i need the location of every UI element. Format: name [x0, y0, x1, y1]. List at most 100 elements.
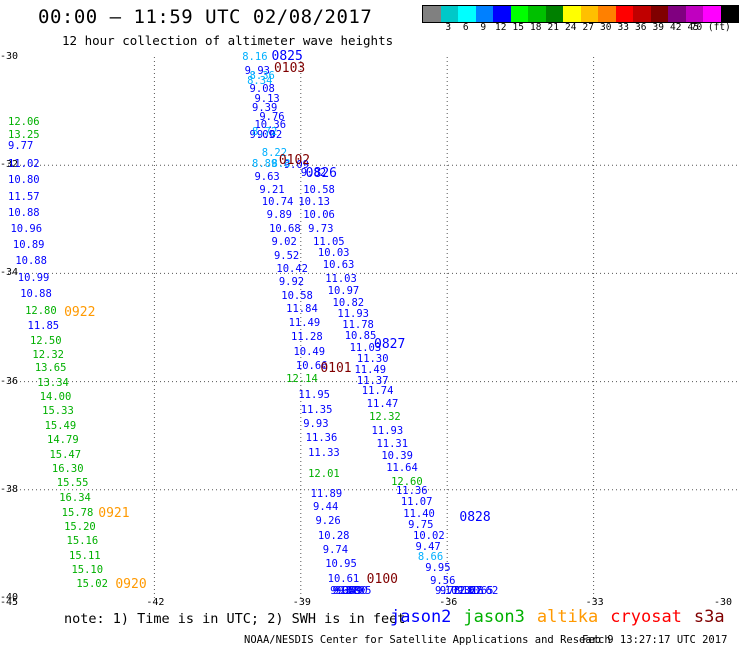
lon-tick-label: -36	[439, 597, 458, 608]
color-scale-label: 24	[565, 22, 577, 33]
wave-height-value: 10.99	[17, 271, 50, 284]
wave-height-value: 10.88	[8, 206, 40, 219]
wave-height-value: 11.05	[313, 236, 345, 249]
color-swatch	[598, 6, 616, 22]
wave-height-value: 10.32	[444, 585, 477, 597]
lat-tick-label: -38	[0, 483, 19, 495]
wave-height-value: 9.13	[254, 93, 280, 106]
color-scale-label: 42	[670, 22, 682, 33]
wave-height-value: 10.42	[276, 263, 308, 276]
wave-height-value: 9.73	[308, 223, 334, 236]
color-swatch	[545, 6, 563, 22]
color-swatch	[440, 6, 458, 22]
color-scale-label: 36	[635, 22, 647, 33]
pass-time-label: 0921	[98, 505, 130, 521]
wave-height-value: 11.49	[354, 363, 387, 376]
wave-height-value: 10.58	[281, 290, 313, 303]
wave-height-value: 12.80	[25, 305, 57, 318]
wave-height-value: 11.95	[298, 389, 330, 402]
color-swatch	[668, 6, 686, 22]
wave-height-value: 9.47	[415, 540, 441, 553]
wave-height-value: 11.93	[337, 307, 369, 320]
lon-tick-label: -39	[292, 597, 311, 608]
color-swatch	[458, 6, 476, 22]
wave-height-value: 9.44	[313, 501, 339, 514]
wave-height-value: 9.63	[254, 171, 280, 184]
wave-height-value: 13.25	[8, 129, 40, 142]
wave-height-value: 8.16	[242, 51, 268, 63]
wave-height-value: 13.34	[37, 376, 69, 389]
wave-height-value: 10.28	[317, 529, 350, 542]
wave-height-value: 12.01	[308, 467, 340, 480]
wave-height-value: 9.78	[435, 585, 461, 597]
wave-height-value: 10.89	[12, 239, 45, 252]
wave-height-value: 11.33	[308, 447, 340, 459]
color-scale-label: 6	[462, 22, 469, 33]
wave-height-value: 8.34	[247, 75, 273, 88]
color-scale-label: 70 (ft)	[690, 22, 731, 33]
pass-time-label: 0102	[278, 152, 311, 168]
color-scale-label: 33	[617, 22, 629, 33]
wave-height-value: 9.08	[334, 585, 361, 597]
wave-height-value: 16.34	[59, 491, 91, 504]
satellite-legend: jason2 jason3 altika cryosat s3a	[390, 607, 737, 627]
wave-height-value: 10.03	[317, 246, 350, 259]
wave-height-value: 11.03	[325, 272, 357, 285]
lat-tick-label: -40	[0, 592, 19, 603]
wave-height-value: 15.11	[69, 549, 101, 562]
wave-height-value: 10.36	[254, 118, 287, 131]
pass-time-label: 0103	[273, 60, 306, 76]
wave-height-value: 8.22	[261, 147, 288, 160]
wave-height-value: 9.95	[425, 562, 451, 575]
wave-height-value: 9.77	[8, 140, 34, 153]
color-swatch	[563, 6, 581, 22]
wave-height-value: 15.55	[56, 477, 89, 490]
wave-height-value: 11.37	[356, 374, 389, 387]
wave-height-value: 10.68	[269, 223, 301, 236]
color-swatch	[633, 6, 651, 22]
wave-height-value: 11.18	[452, 585, 484, 597]
wave-height-value: 9.89	[266, 208, 292, 221]
wave-height-value: 10.58	[303, 183, 335, 196]
legend-entry-altika: altika	[536, 607, 599, 627]
wave-height-value: 10.61	[327, 573, 360, 586]
wave-height-value: 10.74	[261, 195, 294, 208]
color-scale-label: 45	[687, 22, 699, 33]
wave-height-value: 10.39	[381, 450, 413, 463]
wave-height-value: 11.36	[395, 484, 428, 497]
color-swatch	[423, 6, 441, 22]
generated-timestamp: Feb 9 13:27:17 UTC 2017	[582, 634, 728, 646]
wave-height-value: 11.57	[8, 190, 40, 203]
wave-height-value: 10.02	[413, 529, 445, 542]
wave-height-value: 10.95	[325, 558, 357, 571]
wave-height-value: 9.82	[300, 167, 327, 180]
wave-height-value: 11.74	[361, 385, 394, 398]
wave-height-value: 11.28	[291, 331, 323, 344]
wave-height-value: 9.92	[278, 275, 305, 288]
wave-height-value: 8.8	[271, 158, 291, 171]
lon-tick-label: -30	[714, 597, 733, 608]
color-swatch	[720, 6, 738, 22]
wave-height-map: -30 -32 -34 -36 -38 -40 -45 -42 -39 -36 -33 -30 9.7…	[0, 50, 740, 608]
color-swatch	[650, 6, 668, 22]
wave-height-value: 9.52	[273, 250, 300, 263]
wave-height-value: 10.80	[8, 174, 40, 187]
wave-height-value: 10.66	[295, 360, 328, 373]
color-scale-labels: 3 6 9 12 15 18 21 24 27 30 33 36 39 42 45 70 (ft)	[422, 22, 740, 36]
wave-height-value: 11.84	[286, 302, 318, 315]
wave-height-value: 10.82	[332, 297, 365, 310]
wave-height-value: 10.85	[344, 329, 377, 342]
pass-time-label: 0828	[459, 509, 491, 525]
lon-tick-label: -45	[0, 597, 19, 608]
color-scale-label: 9	[480, 22, 487, 33]
wave-height-value: 8.72	[252, 125, 278, 138]
pass-time-label: 0827	[374, 336, 406, 352]
footnote: note: 1) Time is in UTC; 2) SWH is in fe…	[64, 611, 406, 627]
wave-height-value: 9.37	[332, 585, 358, 597]
color-scale-label: 21	[547, 22, 559, 33]
legend-entry-cryosat: cryosat	[610, 607, 682, 627]
wave-height-value: 9.74	[322, 544, 349, 557]
wave-height-value: 8.66	[417, 551, 444, 564]
lat-tick-label: -34	[0, 267, 19, 279]
